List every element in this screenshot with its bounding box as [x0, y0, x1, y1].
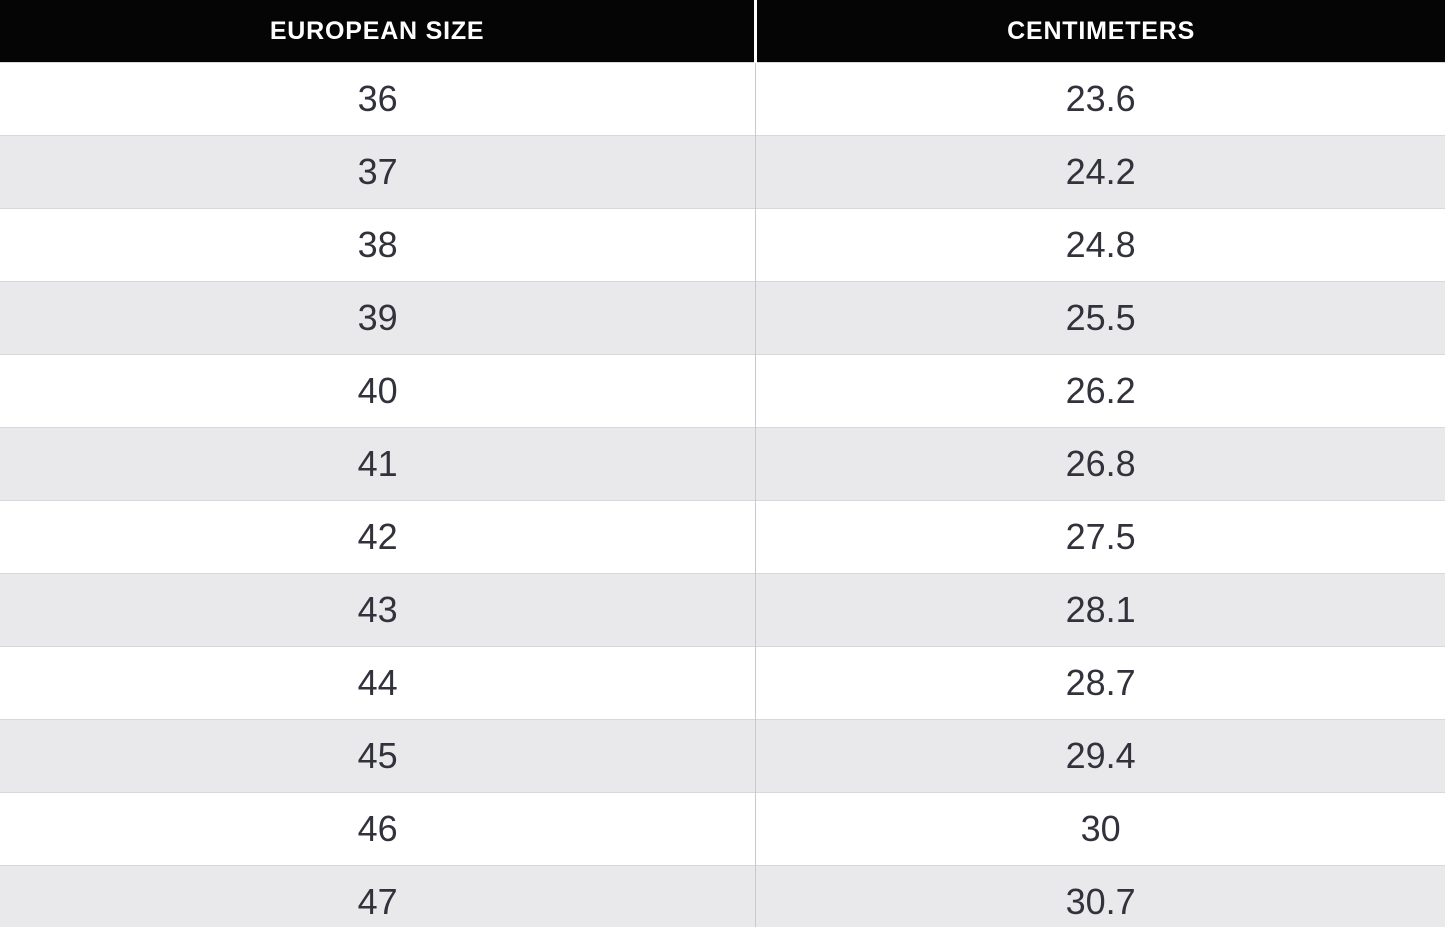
- cell-centimeters: 30: [755, 792, 1445, 866]
- table-body: 36 23.6 37 24.2 38 24.8 39 25.5 40 26.2 41 26.8 42 27…: [0, 62, 1445, 927]
- table-row: 38 24.8: [0, 208, 1445, 282]
- cell-centimeters: 29.4: [755, 719, 1445, 793]
- cell-centimeters: 27.5: [755, 500, 1445, 574]
- cell-european-size: 40: [0, 354, 756, 428]
- cell-centimeters: 26.2: [755, 354, 1445, 428]
- table-row: 46 30: [0, 792, 1445, 866]
- table-row: 42 27.5: [0, 500, 1445, 574]
- cell-european-size: 45: [0, 719, 756, 793]
- table-row: 43 28.1: [0, 573, 1445, 647]
- table-row: 47 30.7: [0, 865, 1445, 927]
- cell-european-size: 39: [0, 281, 756, 355]
- header-european-size: EUROPEAN SIZE: [0, 0, 756, 63]
- table-row: 36 23.6: [0, 62, 1445, 136]
- header-centimeters: CENTIMETERS: [754, 0, 1445, 63]
- cell-centimeters: 28.1: [755, 573, 1445, 647]
- cell-centimeters: 30.7: [755, 865, 1445, 927]
- cell-european-size: 44: [0, 646, 756, 720]
- cell-european-size: 42: [0, 500, 756, 574]
- table-row: 37 24.2: [0, 135, 1445, 209]
- cell-centimeters: 26.8: [755, 427, 1445, 501]
- cell-european-size: 37: [0, 135, 756, 209]
- cell-centimeters: 24.2: [755, 135, 1445, 209]
- table-row: 40 26.2: [0, 354, 1445, 428]
- cell-centimeters: 28.7: [755, 646, 1445, 720]
- cell-centimeters: 24.8: [755, 208, 1445, 282]
- table-row: 45 29.4: [0, 719, 1445, 793]
- cell-european-size: 38: [0, 208, 756, 282]
- table-row: 41 26.8: [0, 427, 1445, 501]
- header-row: EUROPEAN SIZE CENTIMETERS: [0, 0, 1445, 63]
- cell-centimeters: 25.5: [755, 281, 1445, 355]
- cell-european-size: 43: [0, 573, 756, 647]
- table-row: 39 25.5: [0, 281, 1445, 355]
- cell-european-size: 46: [0, 792, 756, 866]
- cell-european-size: 47: [0, 865, 756, 927]
- table-header: EUROPEAN SIZE CENTIMETERS: [0, 0, 1445, 63]
- table-row: 44 28.7: [0, 646, 1445, 720]
- cell-european-size: 36: [0, 62, 756, 136]
- cell-centimeters: 23.6: [755, 62, 1445, 136]
- cell-european-size: 41: [0, 427, 756, 501]
